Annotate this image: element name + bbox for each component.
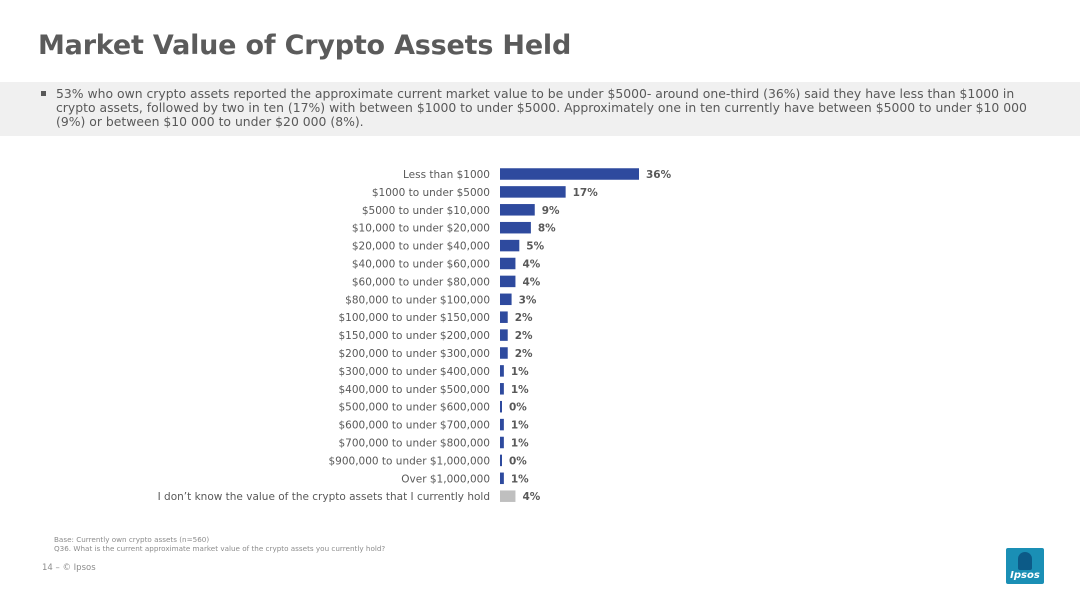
category-label: $1000 to under $5000 [372,187,490,199]
category-label: $700,000 to under $800,000 [338,438,490,450]
value-label: 0% [509,455,527,467]
category-label: I don’t know the value of the crypto ass… [158,491,490,503]
value-label: 0% [509,402,527,414]
page-title: Market Value of Crypto Assets Held [38,30,572,61]
bar [500,400,502,413]
bar [500,490,516,502]
bar [500,293,512,306]
bar [500,347,508,359]
page-number: 14 – © Ipsos [42,563,96,573]
value-label: 4% [522,276,540,288]
value-label: 4% [522,259,540,271]
bar [500,257,516,270]
bar [500,472,504,485]
summary-band [0,82,1080,136]
category-label: $60,000 to under $80,000 [352,276,490,288]
value-label: 9% [542,205,560,217]
category-label: $80,000 to under $100,000 [345,294,490,306]
value-label: 17% [573,187,599,199]
bar [500,454,502,467]
value-label: 1% [511,438,529,450]
bullet-icon [41,91,46,96]
bar [500,383,504,395]
bar [500,436,504,449]
value-label: 3% [519,294,537,306]
value-label: 2% [515,312,533,324]
value-label: 1% [511,384,529,396]
bar [500,311,508,323]
logo-text: Ipsos [1010,570,1040,581]
value-label: 1% [511,473,529,485]
bar [500,275,516,288]
value-label: 5% [526,241,544,253]
logo-mark-icon [1018,552,1032,570]
category-label: $150,000 to under $200,000 [338,330,490,342]
category-label: $500,000 to under $600,000 [338,402,490,414]
value-label: 2% [515,330,533,342]
value-label: 2% [515,348,533,360]
bar [500,329,508,341]
bar [500,365,504,377]
question-note: Q36. What is the current approximate mar… [54,544,386,553]
value-label: 1% [511,420,529,432]
category-label: $40,000 to under $60,000 [352,259,490,271]
category-label: $5000 to under $10,000 [362,205,490,217]
base-note: Base: Currently own crypto assets (n=560… [54,535,210,544]
bar [500,168,639,180]
category-label: $200,000 to under $300,000 [338,348,490,360]
category-label: $300,000 to under $400,000 [338,366,490,378]
bar [500,186,566,198]
bar [500,221,531,234]
category-label: $900,000 to under $1,000,000 [328,455,490,467]
category-label: $400,000 to under $500,000 [338,384,490,396]
value-label: 36% [646,169,672,181]
bar [500,204,535,216]
value-label: 1% [511,366,529,378]
category-label: Over $1,000,000 [401,473,490,485]
bar [500,239,520,252]
value-label: 4% [522,491,540,503]
bar [500,418,504,431]
category-label: $20,000 to under $40,000 [352,241,490,253]
category-label: $10,000 to under $20,000 [352,223,490,235]
ipsos-logo: Ipsos [1006,548,1044,584]
summary-text: 53% who own crypto assets reported the a… [56,86,1027,129]
value-label: 8% [538,223,556,235]
category-label: $600,000 to under $700,000 [338,420,490,432]
category-label: $100,000 to under $150,000 [338,312,490,324]
category-label: Less than $1000 [403,169,490,181]
